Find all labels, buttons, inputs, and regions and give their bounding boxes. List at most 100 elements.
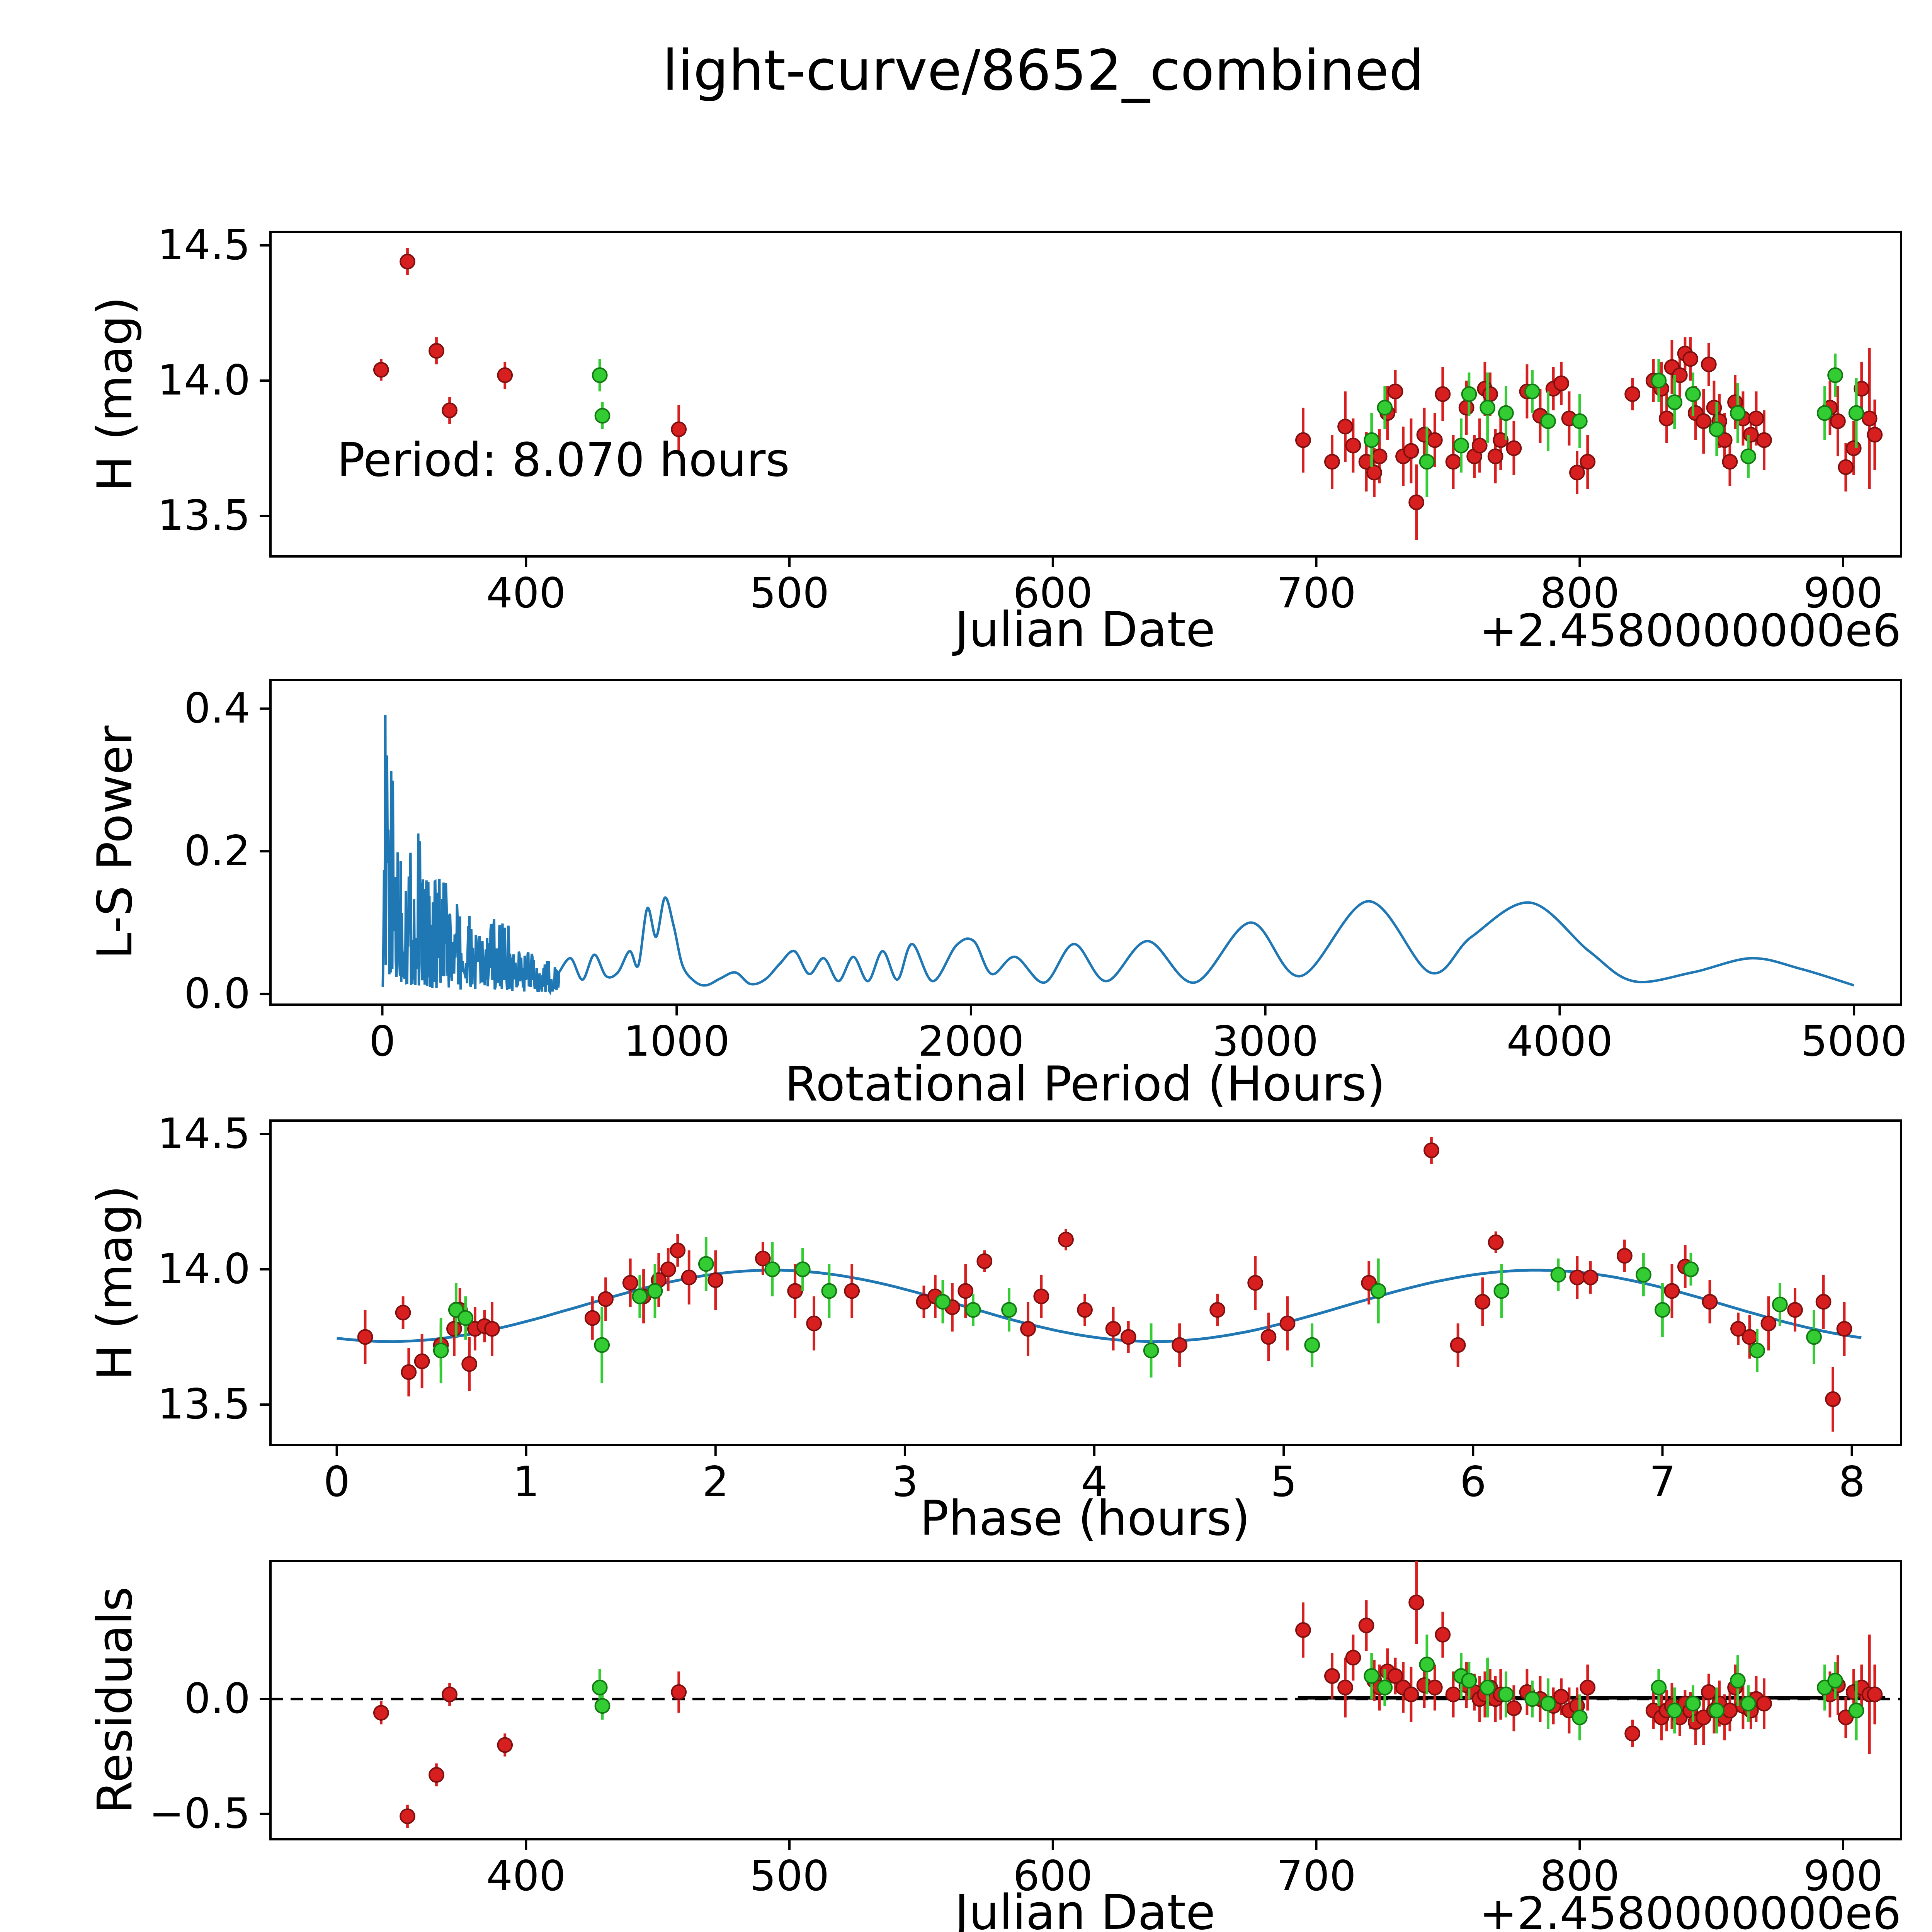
red-point <box>1624 386 1641 402</box>
red-point <box>1435 386 1451 402</box>
green-point <box>1806 1329 1822 1345</box>
red-point <box>1033 1288 1049 1304</box>
x-tick-label: 7 <box>1649 1458 1676 1506</box>
period-annotation: Period: 8.070 hours <box>337 434 790 487</box>
red-point <box>400 1808 415 1824</box>
p4-x-offset-label: +2.4580000000e6 <box>1480 1888 1901 1932</box>
red-point <box>429 1767 444 1783</box>
green-point <box>1667 394 1683 410</box>
red-point <box>1358 454 1374 470</box>
x-tick-label: 0 <box>369 1017 396 1066</box>
x-tick-label: 6 <box>1460 1458 1486 1506</box>
red-point <box>1506 440 1522 456</box>
x-tick-label: 800 <box>1540 569 1619 617</box>
red-point <box>1569 1269 1585 1286</box>
green-point <box>1730 1673 1746 1689</box>
x-tick-label: 2 <box>702 1458 729 1506</box>
red-point <box>755 1250 771 1267</box>
red-point <box>442 1686 457 1702</box>
red-point <box>497 367 513 383</box>
green-point <box>1143 1342 1159 1359</box>
red-point <box>1450 1337 1466 1353</box>
red-point <box>844 1283 860 1299</box>
green-point <box>1827 367 1843 383</box>
axes-frame <box>269 231 1902 558</box>
red-point <box>1701 1684 1717 1700</box>
red-point <box>1658 410 1675 427</box>
red-point <box>1475 1294 1491 1310</box>
red-point <box>1324 454 1340 470</box>
x-tick-label: 900 <box>1803 1852 1883 1900</box>
green-point <box>965 1302 981 1318</box>
green-point <box>1364 432 1380 448</box>
green-point <box>794 1261 811 1277</box>
x-tick-label: 400 <box>486 569 566 617</box>
green-point <box>1571 1709 1588 1726</box>
red-point <box>1172 1337 1188 1353</box>
red-point <box>484 1321 500 1337</box>
x-tick-label: 600 <box>1013 569 1093 617</box>
red-point <box>681 1269 697 1286</box>
red-point <box>1867 1686 1883 1702</box>
green-point <box>1772 1296 1788 1313</box>
green-point <box>1827 1673 1843 1689</box>
red-point <box>1830 413 1846 429</box>
red-point <box>671 421 687 437</box>
green-point <box>1667 1702 1683 1719</box>
green-point <box>764 1261 781 1277</box>
p4-xlabel: Julian Date <box>952 1885 1215 1932</box>
green-point <box>1540 1696 1556 1712</box>
p3-ylabel: H (mag) <box>87 1185 143 1381</box>
red-point <box>1487 448 1503 464</box>
green-point <box>1540 413 1556 429</box>
p1-ylabel: H (mag) <box>87 297 143 492</box>
green-point <box>1480 1679 1496 1696</box>
x-tick-label: 500 <box>750 1852 829 1900</box>
red-point <box>1077 1302 1093 1318</box>
green-point <box>1419 454 1435 470</box>
red-point <box>414 1353 430 1369</box>
red-point <box>1260 1329 1277 1345</box>
red-point <box>1435 1627 1451 1643</box>
p1-xlabel: Julian Date <box>952 602 1215 658</box>
x-tick-label: 3000 <box>1212 1017 1318 1066</box>
red-point <box>1854 381 1870 397</box>
red-point <box>461 1356 478 1372</box>
red-point <box>1582 1269 1599 1286</box>
red-point <box>1722 454 1738 470</box>
green-point <box>433 1342 449 1359</box>
red-point <box>806 1315 822 1332</box>
y-tick-label: 14.5 <box>158 221 250 269</box>
y-tick-label: 14.0 <box>158 1245 250 1293</box>
red-point <box>1836 1321 1852 1337</box>
red-point <box>1682 351 1699 367</box>
red-point <box>497 1737 513 1753</box>
x-tick-label: 700 <box>1276 1852 1356 1900</box>
green-point <box>1636 1267 1651 1283</box>
red-point <box>1706 400 1722 416</box>
green-point <box>698 1256 714 1272</box>
red-point <box>787 1283 803 1299</box>
x-tick-label: 600 <box>1013 1852 1093 1900</box>
red-point <box>1337 1679 1353 1696</box>
y-tick-label: 0.0 <box>184 1675 250 1723</box>
red-point <box>1624 1725 1641 1742</box>
red-point <box>1838 459 1854 475</box>
red-point <box>1345 437 1361 454</box>
x-tick-label: 1 <box>513 1458 539 1506</box>
red-point <box>1580 1679 1596 1696</box>
y-tick-label: 14.0 <box>158 356 250 405</box>
chart-layer: 400 500 600 700 800 900 13.5 14.0 14.5 0 1000 2000 3… <box>149 221 1907 1900</box>
red-point <box>1279 1315 1296 1332</box>
green-point <box>1685 1696 1701 1712</box>
x-tick-label: 800 <box>1540 1852 1619 1900</box>
red-point <box>1337 418 1353 435</box>
green-point <box>1480 400 1496 416</box>
red-point <box>442 402 457 418</box>
green-point <box>1524 383 1540 400</box>
red-point <box>584 1310 600 1326</box>
red-point <box>1845 440 1862 456</box>
periodogram-line <box>381 715 1854 996</box>
y-tick-label: 14.5 <box>158 1110 250 1158</box>
green-point <box>1740 448 1756 464</box>
